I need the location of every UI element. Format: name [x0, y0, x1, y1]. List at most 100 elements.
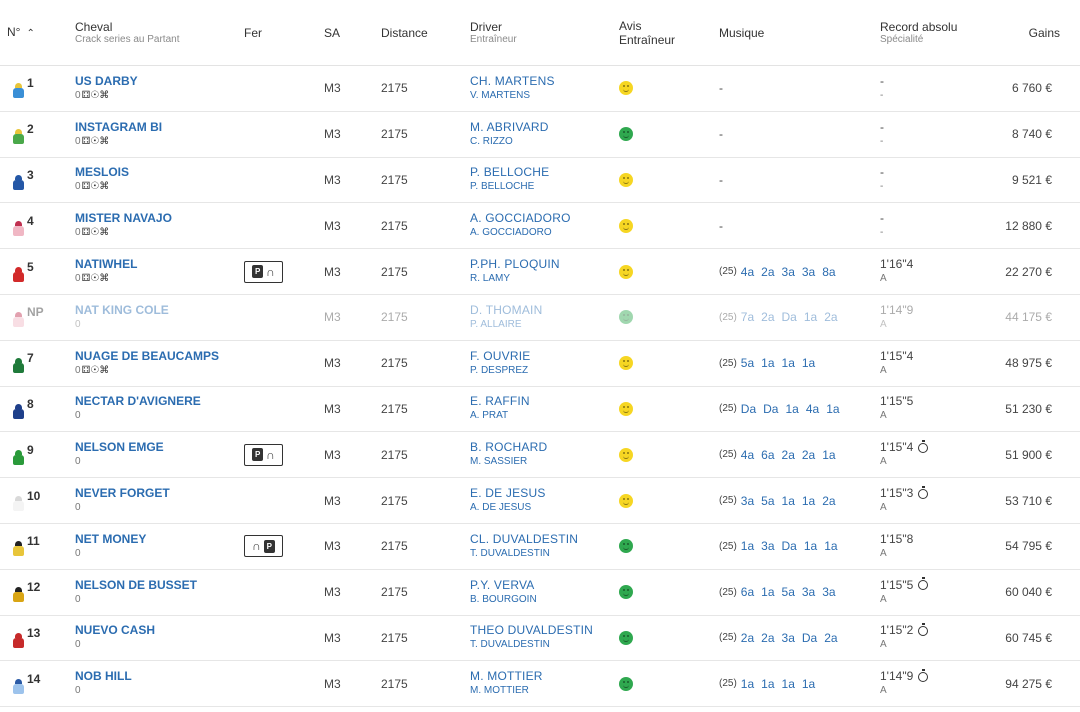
trainer-link[interactable]: R. LAMY [470, 273, 511, 285]
trainer-link[interactable]: M. SASSIER [470, 456, 528, 468]
musique-result-link[interactable]: 4a [740, 447, 755, 462]
header-num[interactable]: N° ⌃ [7, 25, 35, 39]
header-driver[interactable]: Driver Entraîneur [470, 20, 517, 45]
driver-link[interactable]: CH. MARTENS [470, 73, 555, 88]
horse-name-link[interactable]: NAT KING COLE [75, 302, 169, 317]
trainer-link[interactable]: C. RIZZO [470, 135, 513, 147]
musique-result-link[interactable]: 6a [740, 585, 755, 600]
musique-result-link[interactable]: 2a [801, 447, 816, 462]
horse-name-link[interactable]: US DARBY [75, 73, 138, 88]
musique-result-link[interactable]: 1a [785, 401, 799, 416]
driver-link[interactable]: F. OUVRIE [470, 348, 531, 363]
horse-name-link[interactable]: INSTAGRAM BI [75, 119, 163, 134]
musique-result-link[interactable]: 1a [781, 493, 795, 508]
driver-link[interactable]: P. BELLOCHE [470, 165, 550, 180]
header-gains[interactable]: Gains [1028, 26, 1060, 40]
trainer-link[interactable]: T. DUVALDESTIN [470, 547, 550, 559]
musique-result-link[interactable]: 5a [761, 493, 775, 508]
horse-name-link[interactable]: MESLOIS [75, 165, 130, 180]
musique-result-link[interactable]: 1a [761, 356, 775, 371]
musique-result-link[interactable]: Da [801, 630, 818, 645]
musique-result-link[interactable]: 1a [801, 676, 816, 691]
driver-link[interactable]: M. MOTTIER [470, 669, 543, 684]
musique-result-link[interactable]: 2a [824, 630, 838, 645]
musique-result-link[interactable]: Da [763, 401, 779, 416]
table-row[interactable]: 14 NOB HILL 0 M3 2175 M. MOTTIER M. MOTTIER (25… [0, 661, 1080, 708]
horse-name-link[interactable]: NELSON DE BUSSET [75, 577, 198, 592]
musique-result-link[interactable]: 3a [801, 264, 816, 279]
horse-name-link[interactable]: MISTER NAVAJO [75, 211, 172, 226]
musique-result-link[interactable]: 1a [761, 585, 775, 600]
driver-link[interactable]: B. ROCHARD [470, 440, 548, 455]
table-row[interactable]: 2 INSTAGRAM BI 0 ⚃☉⌘ M3 2175 M. ABRIVARD C. RIZ… [0, 112, 1080, 158]
horse-name-link[interactable]: NUEVO CASH [75, 623, 156, 638]
musique-result-link[interactable]: 2a [824, 310, 838, 325]
trainer-link[interactable]: P. ALLAIRE [470, 318, 522, 330]
musique-result-link[interactable]: 3a [801, 585, 816, 600]
header-distance[interactable]: Distance [381, 26, 428, 40]
musique-result-link[interactable]: 2a [761, 310, 775, 325]
horse-name-link[interactable]: NEVER FORGET [75, 486, 170, 501]
musique-result-link[interactable]: Da [781, 310, 797, 325]
musique-result-link[interactable]: 5a [781, 585, 795, 600]
table-row[interactable]: 3 MESLOIS 0 ⚃☉⌘ M3 2175 P. BELLOCHE P. BELLOCHE… [0, 158, 1080, 204]
table-row[interactable]: NP NAT KING COLE 0 M3 2175 D. THOMAIN P. ALLAI… [0, 295, 1080, 341]
musique-result-link[interactable]: 1a [761, 676, 775, 691]
table-row[interactable]: 1 US DARBY 0 ⚃☉⌘ M3 2175 CH. MARTENS V. MARTENS… [0, 66, 1080, 112]
musique-result-link[interactable]: 4a [740, 264, 755, 279]
trainer-link[interactable]: A. GOCCIADORO [470, 227, 552, 239]
musique-result-link[interactable]: 5a [740, 356, 755, 371]
musique-result-link[interactable]: 2a [761, 264, 775, 279]
musique-result-link[interactable]: 2a [740, 630, 755, 645]
table-row[interactable]: 7 NUAGE DE BEAUCAMPS 0 ⚃☉⌘ M3 2175 F. OUVRIE P.… [0, 341, 1080, 387]
header-sa[interactable]: SA [324, 26, 341, 40]
musique-result-link[interactable]: 1a [824, 539, 838, 554]
musique-result-link[interactable]: 2a [781, 447, 795, 462]
musique-result-link[interactable]: 2a [761, 630, 775, 645]
musique-result-link[interactable]: 3a [781, 264, 795, 279]
musique-result-link[interactable]: 1a [781, 676, 795, 691]
musique-result-link[interactable]: Da [740, 401, 757, 416]
driver-link[interactable]: D. THOMAIN [470, 302, 543, 317]
driver-link[interactable]: E. RAFFIN [470, 394, 530, 409]
trainer-link[interactable]: T. DUVALDESTIN [470, 639, 550, 651]
musique-result-link[interactable]: 3a [781, 630, 795, 645]
trainer-link[interactable]: A. PRAT [470, 410, 509, 422]
horse-name-link[interactable]: NET MONEY [75, 531, 147, 546]
musique-result-link[interactable]: 1a [740, 539, 755, 554]
trainer-link[interactable]: B. BOURGOIN [470, 593, 537, 605]
driver-link[interactable]: CL. DUVALDESTIN [470, 531, 579, 546]
horse-name-link[interactable]: NUAGE DE BEAUCAMPS [75, 348, 220, 363]
table-row[interactable]: 5 NATIWHEL 0 ⚃☉⌘ P ∩ M3 2175 P.PH. PLOQUIN R. LAM… [0, 249, 1080, 295]
musique-result-link[interactable]: Da [781, 539, 797, 554]
table-row[interactable]: 12 NELSON DE BUSSET 0 M3 2175 P.Y. VERVA B. BO… [0, 570, 1080, 616]
header-horse[interactable]: Cheval Crack series au Partant [75, 20, 180, 45]
table-row[interactable]: 8 NECTAR D'AVIGNERE 0 M3 2175 E. RAFFIN A. PRA… [0, 387, 1080, 433]
musique-result-link[interactable]: 3a [822, 585, 836, 600]
driver-link[interactable]: M. ABRIVARD [470, 119, 549, 134]
header-musique[interactable]: Musique [719, 26, 765, 40]
musique-result-link[interactable]: 7a [740, 310, 755, 325]
musique-result-link[interactable]: 1a [822, 447, 836, 462]
musique-result-link[interactable]: 1a [801, 493, 816, 508]
table-row[interactable]: 11 NET MONEY 0 ∩ P M3 2175 CL. DUVALDESTIN T. DU… [0, 524, 1080, 570]
trainer-link[interactable]: M. MOTTIER [470, 685, 529, 697]
musique-result-link[interactable]: 1a [801, 356, 816, 371]
driver-link[interactable]: P.PH. PLOQUIN [470, 257, 560, 272]
horse-name-link[interactable]: NELSON EMGE [75, 440, 164, 455]
table-row[interactable]: 9 NELSON EMGE 0 P ∩ M3 2175 B. ROCHARD M. SASSIE… [0, 432, 1080, 479]
musique-result-link[interactable]: 1a [803, 310, 818, 325]
horse-name-link[interactable]: NOB HILL [75, 669, 132, 684]
musique-result-link[interactable]: 6a [761, 447, 775, 462]
driver-link[interactable]: E. DE JESUS [470, 486, 546, 501]
musique-result-link[interactable]: 1a [826, 401, 840, 416]
header-record[interactable]: Record absolu Spécialité [880, 20, 958, 45]
musique-result-link[interactable]: 3a [740, 493, 755, 508]
trainer-link[interactable]: P. BELLOCHE [470, 181, 535, 193]
musique-result-link[interactable]: 4a [805, 401, 820, 416]
header-fer[interactable]: Fer [244, 26, 262, 40]
sort-asc-icon[interactable]: ⌃ [26, 28, 35, 39]
trainer-link[interactable]: V. MARTENS [470, 89, 531, 101]
trainer-link[interactable]: P. DESPREZ [470, 364, 529, 376]
horse-name-link[interactable]: NECTAR D'AVIGNERE [75, 394, 201, 409]
